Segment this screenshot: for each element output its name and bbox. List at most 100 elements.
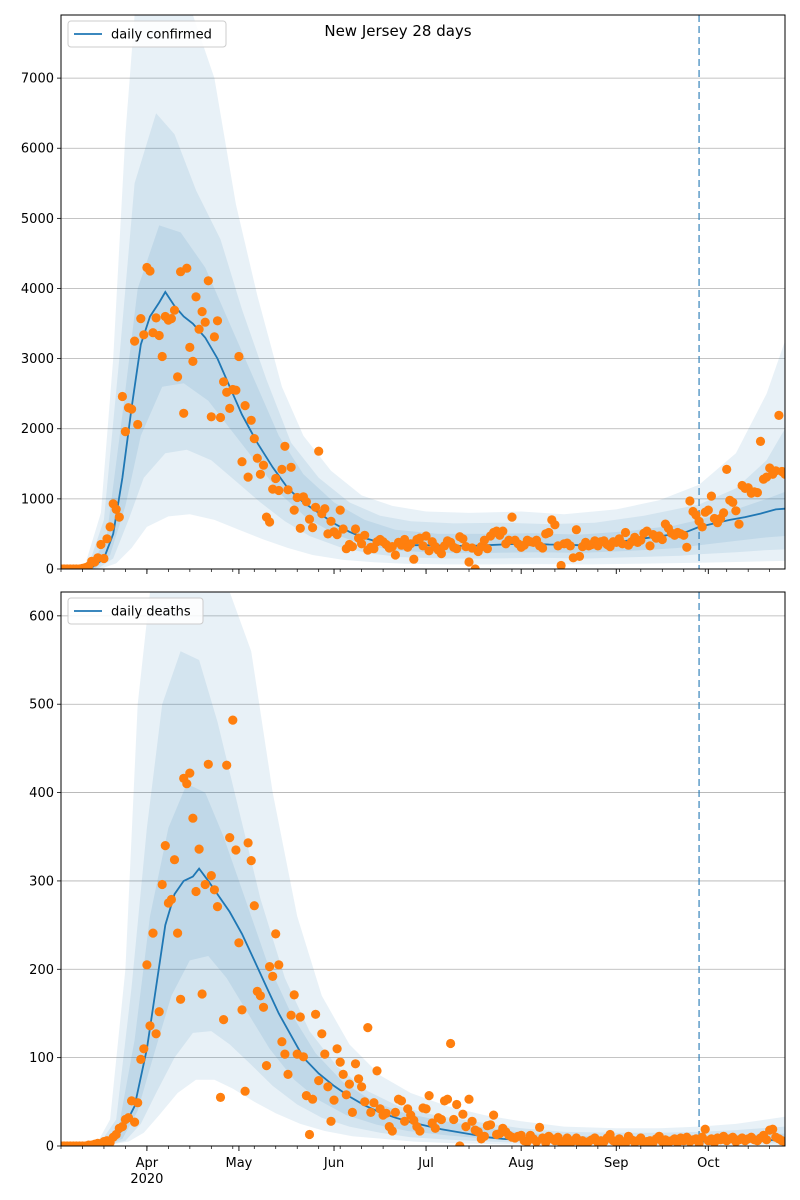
observed-point bbox=[369, 544, 379, 554]
observed-point bbox=[574, 551, 585, 562]
observed-point bbox=[458, 534, 468, 544]
observed-point bbox=[706, 491, 717, 501]
observed-point bbox=[274, 960, 284, 970]
confidence-band-50 bbox=[61, 225, 785, 569]
observed-point bbox=[762, 1135, 772, 1145]
observed-point bbox=[697, 522, 707, 532]
observed-point bbox=[326, 516, 336, 526]
observed-point bbox=[320, 1049, 330, 1059]
observed-point bbox=[215, 412, 226, 423]
observed-point bbox=[728, 497, 738, 507]
observed-point bbox=[105, 522, 115, 532]
observed-point bbox=[308, 523, 318, 533]
observed-point bbox=[139, 330, 149, 340]
observed-point bbox=[209, 885, 219, 895]
observed-point bbox=[458, 1109, 468, 1119]
observed-point bbox=[166, 894, 176, 905]
observed-point bbox=[157, 351, 167, 362]
observed-point bbox=[329, 1095, 339, 1105]
observed-point bbox=[133, 1098, 143, 1108]
observed-point bbox=[538, 543, 548, 553]
y-tick-label: 3000 bbox=[21, 352, 54, 367]
observed-point bbox=[151, 313, 161, 323]
observed-point bbox=[274, 485, 284, 496]
observed-point bbox=[421, 1104, 431, 1114]
observed-point bbox=[424, 1091, 434, 1101]
observed-point bbox=[415, 1126, 425, 1136]
y-tick-label: 100 bbox=[29, 1051, 54, 1066]
y-tick-label: 0 bbox=[46, 563, 54, 578]
observed-point bbox=[157, 879, 167, 890]
y-tick-label: 4000 bbox=[21, 282, 54, 297]
y-tick-label: 600 bbox=[29, 609, 54, 624]
observed-point bbox=[203, 276, 213, 286]
observed-point bbox=[277, 1037, 287, 1047]
y-tick-label: 6000 bbox=[21, 142, 54, 157]
observed-point bbox=[265, 517, 275, 527]
observed-point bbox=[114, 512, 124, 522]
observed-point bbox=[240, 401, 250, 411]
observed-point bbox=[311, 1009, 321, 1019]
observed-point bbox=[498, 526, 508, 536]
observed-point bbox=[682, 542, 692, 552]
x-tick-label: Sep bbox=[604, 1156, 629, 1171]
observed-point bbox=[544, 527, 554, 538]
observed-point bbox=[139, 1044, 149, 1054]
x-tick-label: Jun bbox=[323, 1156, 344, 1171]
confidence-band-80 bbox=[61, 113, 785, 569]
x-tick-label: Apr bbox=[136, 1156, 159, 1171]
observed-point bbox=[117, 391, 127, 402]
observed-point bbox=[332, 1044, 342, 1054]
observed-point bbox=[489, 1110, 499, 1120]
observed-point bbox=[357, 539, 367, 549]
observed-point bbox=[550, 520, 560, 530]
observed-point bbox=[357, 1082, 367, 1092]
observed-point bbox=[464, 1094, 474, 1104]
observed-point bbox=[390, 1107, 400, 1117]
observed-point bbox=[298, 1052, 308, 1062]
observed-point bbox=[360, 530, 370, 540]
observed-point bbox=[350, 1059, 361, 1069]
observed-point bbox=[645, 541, 655, 551]
observed-point bbox=[249, 901, 259, 911]
observed-point bbox=[335, 505, 345, 515]
observed-point bbox=[700, 1124, 710, 1134]
observed-point bbox=[249, 434, 259, 444]
observed-point bbox=[265, 962, 275, 972]
y-tick-label: 0 bbox=[46, 1140, 54, 1155]
chart-title: New Jersey 28 days bbox=[324, 22, 471, 40]
observed-point bbox=[636, 535, 646, 545]
observed-point bbox=[191, 886, 201, 897]
observed-point bbox=[289, 505, 299, 515]
observed-point bbox=[200, 317, 210, 327]
observed-point bbox=[400, 1116, 410, 1126]
observed-point bbox=[295, 523, 305, 533]
plot-area bbox=[61, 15, 785, 569]
observed-point bbox=[228, 715, 238, 725]
observed-point bbox=[130, 336, 140, 346]
observed-point bbox=[225, 403, 235, 413]
x-tick-label: Jul bbox=[417, 1156, 434, 1171]
observed-point bbox=[320, 504, 330, 514]
confirmed-panel: 0 1000 2000 3000 4000 5000 6000 7000 daily confi… bbox=[21, 14, 786, 578]
observed-point bbox=[323, 1082, 333, 1092]
observed-point bbox=[145, 266, 155, 276]
observed-point bbox=[452, 544, 462, 554]
observed-point bbox=[719, 508, 729, 518]
observed-point bbox=[556, 560, 566, 569]
observed-point bbox=[261, 1061, 272, 1071]
observed-point bbox=[571, 525, 582, 535]
observed-point bbox=[464, 557, 474, 567]
observed-point bbox=[219, 377, 229, 387]
observed-point bbox=[219, 1015, 229, 1025]
y-tick-label: 500 bbox=[29, 698, 54, 713]
observed-point bbox=[338, 1069, 348, 1079]
observed-point bbox=[191, 292, 201, 302]
observed-point bbox=[436, 1114, 446, 1125]
observed-point bbox=[722, 464, 732, 474]
observed-point bbox=[347, 1107, 357, 1117]
observed-point bbox=[258, 1002, 269, 1012]
observed-point bbox=[255, 991, 265, 1001]
y-tick-label: 400 bbox=[29, 786, 54, 801]
observed-point bbox=[685, 496, 695, 506]
